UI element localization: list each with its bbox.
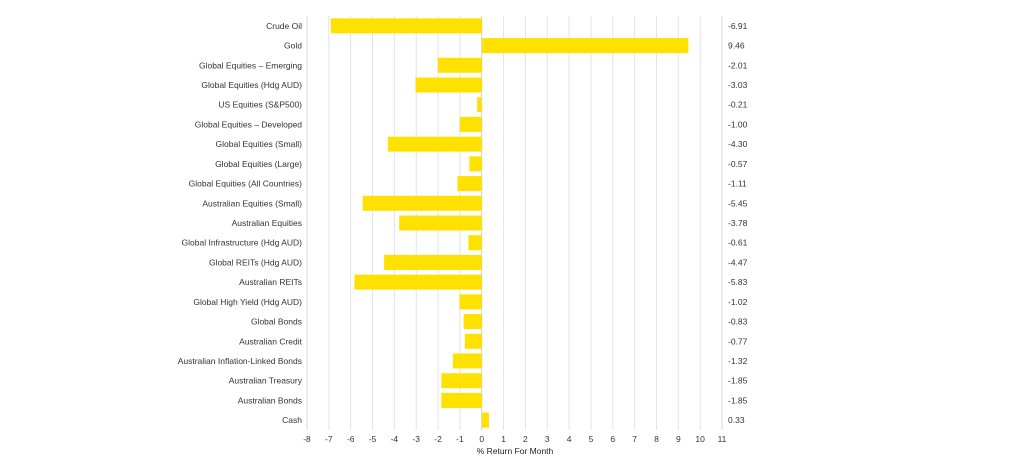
- bar: [452, 353, 482, 369]
- category-label: Global Equities (All Countries): [189, 179, 303, 189]
- value-label: -5.45: [728, 198, 748, 208]
- value-label: -6.91: [728, 21, 748, 31]
- bar: [437, 57, 482, 73]
- bar: [459, 294, 482, 310]
- category-label: Global Equities (Hdg AUD): [201, 80, 302, 90]
- x-tick-label: 6: [610, 434, 615, 444]
- category-label: Crude Oil: [266, 21, 302, 31]
- category-label: Global Equities – Developed: [195, 119, 303, 129]
- category-label: Global Equities – Emerging: [199, 60, 302, 70]
- category-label: Australian Bonds: [238, 395, 302, 405]
- value-label: -1.32: [728, 356, 748, 366]
- bars-layer: [330, 18, 689, 428]
- x-tick-label: -3: [412, 434, 420, 444]
- x-tick-label: 9: [676, 434, 681, 444]
- bar: [481, 38, 689, 54]
- x-axis-title: % Return For Month: [477, 446, 554, 456]
- value-labels-layer: -6.91 9.46 -2.01 -3.03 -0.21 -1.00 -4.30 -0.57 -…: [728, 21, 748, 425]
- bar: [330, 18, 482, 34]
- bar: [384, 254, 482, 270]
- bar: [459, 116, 482, 132]
- category-label: Australian Credit: [239, 336, 302, 346]
- category-label: US Equities (S&P500): [218, 100, 302, 110]
- category-label: Cash: [282, 415, 302, 425]
- category-label: Global Bonds: [251, 317, 302, 327]
- bar: [469, 156, 482, 172]
- value-label: -0.77: [728, 336, 748, 346]
- value-label: -5.83: [728, 277, 748, 287]
- category-label: Australian Inflation-Linked Bonds: [178, 356, 302, 366]
- value-label: -1.00: [728, 119, 748, 129]
- bar: [441, 373, 482, 389]
- value-label: -0.21: [728, 100, 748, 110]
- value-label: 0.33: [728, 415, 745, 425]
- value-label: -3.03: [728, 80, 748, 90]
- bar: [362, 195, 482, 211]
- value-label: -4.30: [728, 139, 748, 149]
- value-label: -0.61: [728, 238, 748, 248]
- x-tick-label: -4: [391, 434, 399, 444]
- category-label: Australian Treasury: [229, 376, 303, 386]
- value-label: -1.02: [728, 297, 748, 307]
- value-label: -2.01: [728, 60, 748, 70]
- category-label: Australian Equities (Small): [202, 198, 302, 208]
- category-label: Global Infrastructure (Hdg AUD): [182, 238, 303, 248]
- x-tick-label: 3: [545, 434, 550, 444]
- category-label: Global REITs (Hdg AUD): [209, 257, 302, 267]
- x-tick-label: 5: [589, 434, 594, 444]
- bar: [481, 412, 489, 428]
- category-label: Global Equities (Small): [216, 139, 303, 149]
- value-label: -0.83: [728, 317, 748, 327]
- bar: [457, 176, 482, 192]
- category-labels-layer: Crude Oil Gold Global Equities – Emerging G…: [178, 21, 303, 425]
- x-tick-label: 7: [632, 434, 637, 444]
- bar: [415, 77, 482, 93]
- value-label: -1.85: [728, 376, 748, 386]
- x-tick-label: 8: [654, 434, 659, 444]
- x-tick-label: 11: [718, 434, 727, 444]
- bar: [387, 136, 482, 152]
- bar: [463, 314, 482, 330]
- grid-layer: [306, 16, 723, 430]
- value-label: -4.47: [728, 257, 748, 267]
- x-tick-label: -6: [347, 434, 355, 444]
- x-tick-label: -1: [456, 434, 464, 444]
- x-tick-label: 10: [695, 434, 705, 444]
- x-tick-label: 0: [479, 434, 484, 444]
- value-label: -1.11: [728, 179, 747, 189]
- x-tick-label: 1: [501, 434, 506, 444]
- value-label: -1.85: [728, 395, 748, 405]
- bar: [468, 235, 482, 251]
- value-label: -3.78: [728, 218, 748, 228]
- x-tick-label: -2: [434, 434, 442, 444]
- x-tick-label: -5: [369, 434, 377, 444]
- x-axis-ticks-layer: -8 -7 -6 -5 -4 -3 -2 -1 0 1 2 3 4 5 6 7 8 9 10 11: [303, 434, 726, 444]
- x-tick-label: -8: [303, 434, 311, 444]
- category-label: Australian Equities: [232, 218, 302, 228]
- category-label: Australian REITs: [239, 277, 302, 287]
- x-tick-label: 2: [523, 434, 528, 444]
- value-label: 9.46: [728, 41, 745, 51]
- category-label: Global High Yield (Hdg AUD): [193, 297, 302, 307]
- category-label: Global Equities (Large): [215, 159, 302, 169]
- value-label: -0.57: [728, 159, 748, 169]
- bar: [441, 392, 482, 408]
- bar: [399, 215, 482, 231]
- bar: [477, 97, 482, 113]
- x-tick-label: 4: [567, 434, 572, 444]
- bar: [464, 333, 482, 349]
- category-label: Gold: [284, 41, 302, 51]
- bar: [354, 274, 482, 290]
- x-tick-label: -7: [325, 434, 333, 444]
